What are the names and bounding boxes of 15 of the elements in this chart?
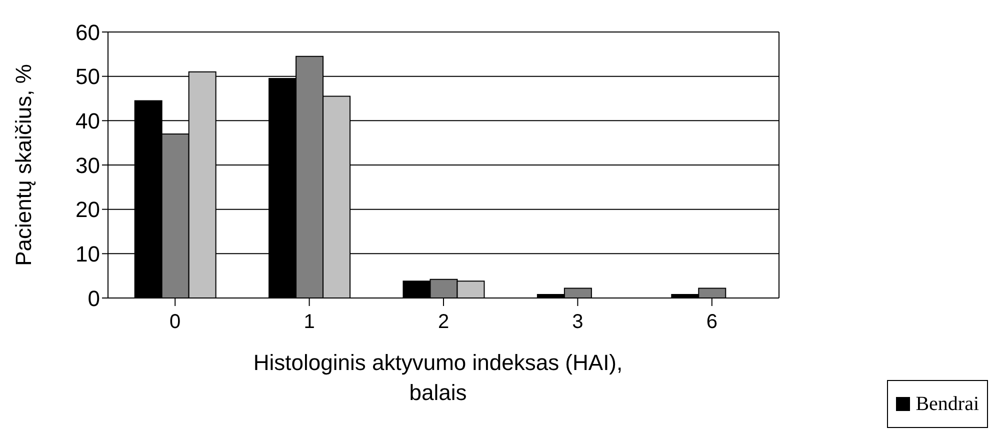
y-tick-label: 60: [76, 20, 100, 45]
y-tick-label: 50: [76, 64, 100, 90]
x-axis-title: Histologinis aktyvumo indeksas (HAI), balais: [252, 349, 624, 407]
x-tick-label: 2: [438, 311, 450, 334]
y-tick-label: 20: [76, 197, 100, 222]
y-tick-label: 0: [88, 286, 100, 311]
x-tick-label: 1: [304, 311, 315, 334]
y-tick-label: 30: [76, 152, 100, 178]
x-tick-label: 3: [572, 311, 584, 334]
y-tick-label: 40: [76, 108, 100, 134]
y-tick-label: 10: [76, 241, 100, 266]
x-tick-label: 0: [170, 311, 181, 334]
legend-label: Bendrai: [916, 392, 979, 417]
y-axis-title: Pacientų skaičius, %: [10, 64, 36, 266]
x-tick-label: 6: [706, 311, 718, 334]
